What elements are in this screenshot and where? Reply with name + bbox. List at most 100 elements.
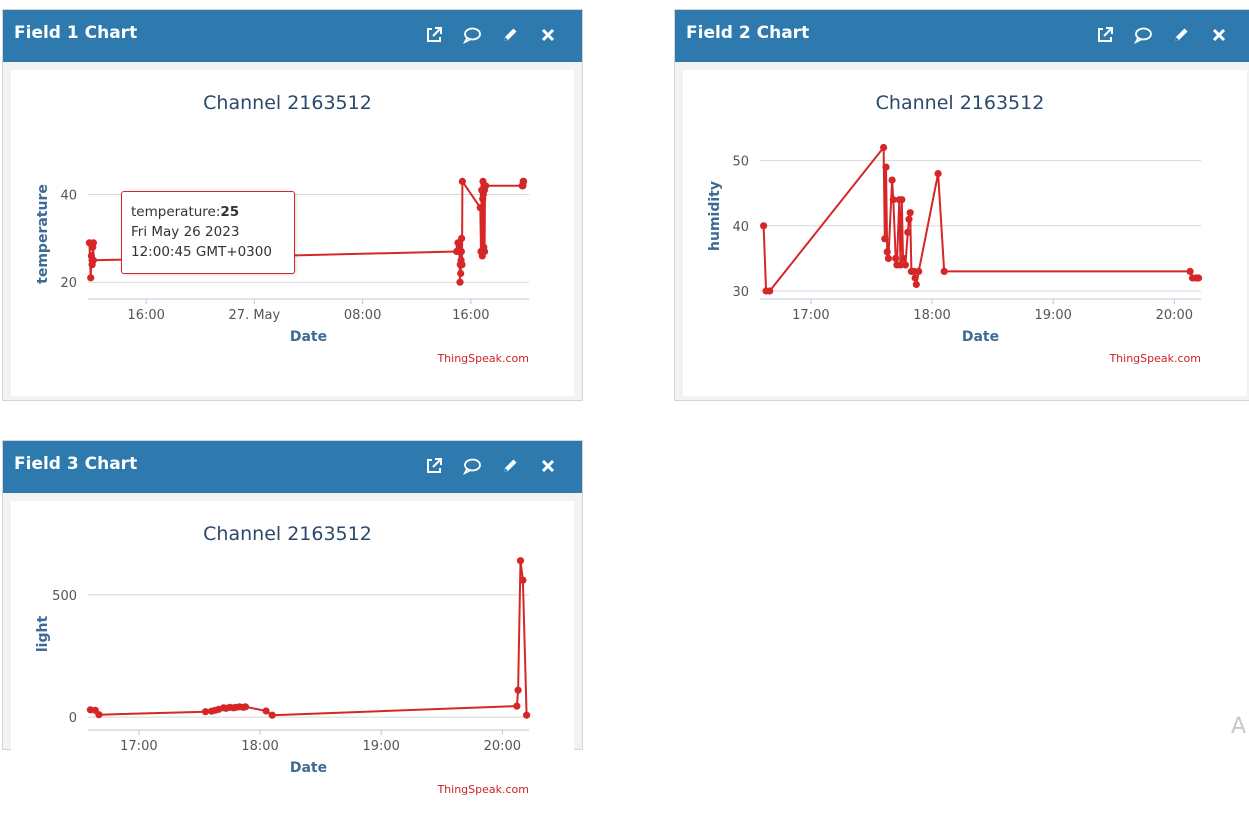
panel-title: Field 3 Chart: [14, 454, 138, 474]
external-link-icon[interactable]: [1093, 24, 1117, 46]
data-point: [476, 204, 484, 212]
y-tick-label: 50: [732, 155, 749, 170]
x-axis-title: Date: [290, 760, 327, 776]
y-tick-label: 40: [732, 220, 749, 235]
field-2-chart-panel: Field 2 Chart Channel 2163512 30 40 50 17:00…: [674, 9, 1249, 401]
data-point: [89, 239, 97, 247]
x-tick-label: 20:00: [484, 739, 521, 754]
panel-title: Field 1 Chart: [14, 23, 138, 43]
comment-icon[interactable]: [460, 24, 484, 46]
chart-credit: ThingSpeak.com: [436, 783, 529, 796]
data-point: [523, 711, 531, 719]
data-point: [482, 182, 490, 190]
x-tick-label: 18:00: [913, 308, 950, 323]
x-tick-label: 18:00: [241, 739, 278, 754]
x-tick-label: 08:00: [344, 308, 381, 323]
data-point: [915, 267, 923, 275]
y-tick-label: 20: [60, 276, 77, 291]
pencil-icon[interactable]: [498, 455, 522, 477]
data-point: [884, 254, 892, 262]
panel-actions: [408, 455, 560, 477]
comment-icon[interactable]: [460, 455, 484, 477]
data-point: [268, 711, 276, 719]
x-tick-label: 20:00: [1156, 308, 1193, 323]
data-point: [898, 196, 906, 204]
data-point: [888, 176, 896, 184]
close-icon[interactable]: [1207, 24, 1231, 46]
data-point: [911, 274, 919, 282]
tooltip-value-line: temperature:25: [131, 202, 285, 222]
close-icon[interactable]: [536, 455, 560, 477]
data-point: [513, 702, 521, 710]
chart-credit: ThingSpeak.com: [1108, 352, 1201, 365]
data-point: [456, 278, 464, 286]
data-point: [458, 177, 466, 185]
y-tick-label: 500: [52, 589, 77, 604]
data-point: [899, 254, 907, 262]
field-3-chart-panel: Field 3 Chart Channel 2163512 0 500 17:00 18…: [2, 440, 583, 827]
chart-credit: ThingSpeak.com: [436, 352, 529, 365]
data-point: [940, 267, 948, 275]
data-point: [481, 247, 489, 256]
light-chart[interactable]: Channel 2163512 0 500 17:00 18:00 19:00 20:00 D…: [11, 501, 574, 827]
chart-tooltip: temperature:25 Fri May 26 2023 12:00:45 …: [121, 191, 295, 274]
data-point: [904, 228, 912, 236]
y-axis-title: humidity: [707, 181, 723, 251]
panel-title: Field 2 Chart: [686, 23, 810, 43]
data-point: [519, 576, 527, 584]
panel-actions: [408, 24, 560, 46]
data-point: [905, 215, 913, 223]
panel-header: Field 1 Chart: [3, 10, 582, 62]
pencil-icon[interactable]: [1169, 24, 1193, 46]
pencil-icon[interactable]: [498, 24, 522, 46]
data-point: [514, 686, 522, 694]
data-point: [201, 708, 210, 716]
data-point: [458, 261, 466, 269]
data-point: [934, 170, 942, 178]
data-point: [760, 222, 768, 230]
chart-title: Channel 2163512: [203, 92, 372, 114]
data-point: [883, 248, 891, 256]
external-link-icon[interactable]: [422, 455, 446, 477]
data-point: [520, 177, 528, 185]
data-point: [892, 254, 900, 262]
y-tick-label: 0: [69, 711, 77, 726]
humidity-chart[interactable]: Channel 2163512 30 40 50 17:00 18:00 19:00 20:0…: [683, 70, 1247, 396]
x-tick-label: 16:00: [452, 308, 489, 323]
data-point: [457, 247, 465, 256]
x-tick-label: 16:00: [127, 308, 164, 323]
x-axis-title: Date: [962, 329, 999, 345]
data-point: [87, 274, 95, 282]
close-icon[interactable]: [536, 24, 560, 46]
panel-actions: [1079, 24, 1231, 46]
y-tick-label: 30: [732, 285, 749, 300]
x-tick-label: 19:00: [362, 739, 399, 754]
data-point: [458, 234, 466, 242]
data-point: [882, 163, 890, 171]
corner-text: A: [1231, 714, 1247, 739]
data-point: [906, 209, 914, 217]
tooltip-time: 12:00:45 GMT+0300: [131, 244, 272, 260]
x-axis-title: Date: [290, 329, 327, 345]
comment-icon[interactable]: [1131, 24, 1155, 46]
chart-area: Channel 2163512 30 40 50 17:00 18:00 19:00 20:0…: [683, 70, 1247, 396]
field-1-chart-panel: Field 1 Chart Channel 2163512 20 40 16:00 27…: [2, 9, 583, 401]
data-point: [766, 287, 774, 295]
data-point: [1186, 267, 1194, 275]
series-line: [762, 146, 1199, 292]
panel-header: Field 3 Chart: [3, 441, 582, 493]
series-line: [90, 559, 528, 717]
temperature-chart[interactable]: Channel 2163512 20 40 16:00 27. May 08:00 16:0…: [11, 70, 574, 396]
external-link-icon[interactable]: [422, 24, 446, 46]
data-point: [95, 711, 103, 719]
data-point: [516, 557, 525, 565]
y-tick-label: 40: [60, 189, 77, 204]
data-point: [912, 280, 920, 289]
x-tick-label: 27. May: [229, 308, 281, 323]
tooltip-value: 25: [220, 204, 240, 220]
data-point: [881, 235, 889, 243]
y-axis-title: temperature: [35, 184, 51, 284]
panel-header: Field 2 Chart: [675, 10, 1249, 62]
tooltip-label: temperature:: [131, 204, 221, 220]
data-point: [889, 196, 897, 204]
